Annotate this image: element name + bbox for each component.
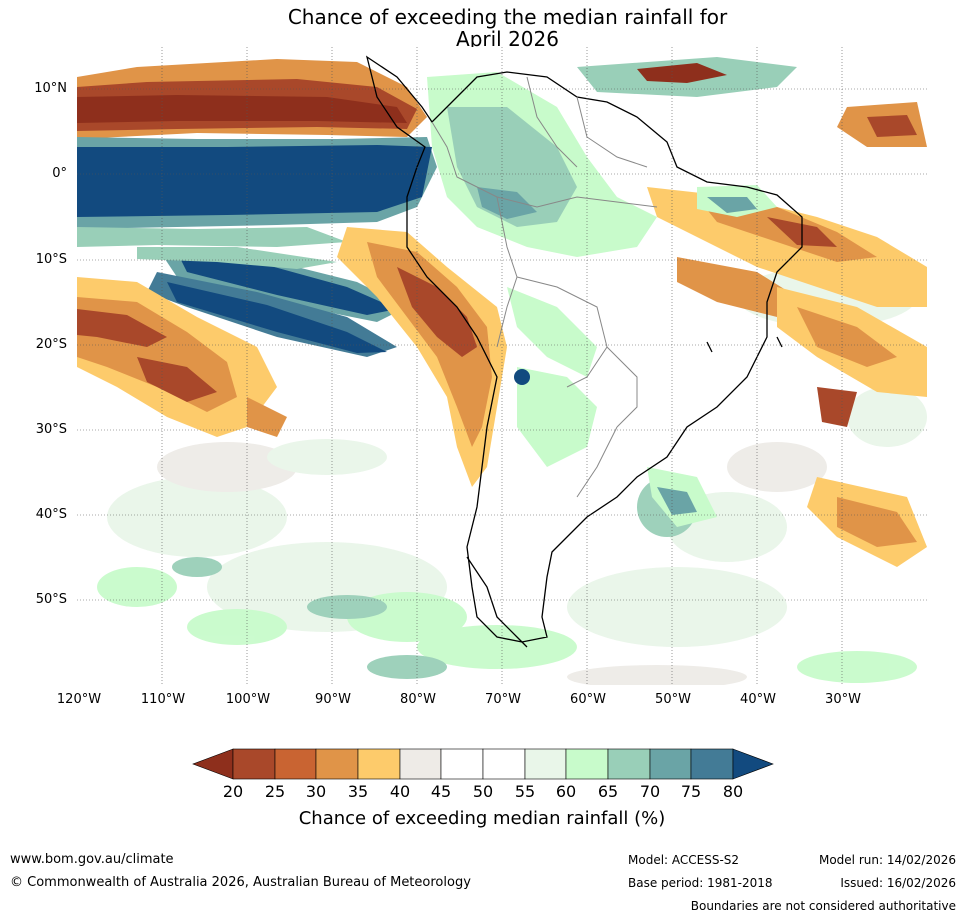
south-america-outline: [365, 55, 803, 648]
lon-label-70w: 70°W: [485, 692, 521, 707]
footer-url[interactable]: www.bom.gov.au/climate: [10, 852, 174, 867]
footer-model: Model: ACCESS-S2: [628, 853, 740, 867]
graticule: [77, 47, 927, 685]
colorbar-tick: 35: [347, 782, 369, 801]
light-probability-patches: [97, 267, 927, 685]
colorbar-tick: 45: [430, 782, 452, 801]
colorbar-bin-40-45: [399, 748, 442, 780]
lat-label-50s: 50°S: [35, 592, 67, 607]
colorbar-bin-35-40: [357, 748, 401, 780]
colorbar-bin-30-35: [315, 748, 359, 780]
colorbar-above-80: [732, 748, 774, 780]
colorbar-tick: 75: [680, 782, 702, 801]
colorbar-tick: 60: [555, 782, 577, 801]
footer-base-period: Base period: 1981-2018: [628, 876, 773, 890]
lat-label-20s: 20°S: [35, 337, 67, 352]
lon-label-80w: 80°W: [400, 692, 436, 707]
lat-label-40s: 40°S: [35, 507, 67, 522]
lat-label-10s: 10°S: [35, 252, 67, 267]
colorbar-tick: 30: [305, 782, 327, 801]
colorbar-tick: 40: [389, 782, 411, 801]
colorbar-tick: 50: [472, 782, 494, 801]
lon-label-50w: 50°W: [655, 692, 691, 707]
rainfall-map: [77, 47, 927, 685]
colorbar-bin-65-70: [607, 748, 651, 780]
footer-model-run: Model run: 14/02/2026: [818, 853, 956, 867]
lat-label-0: 0°: [52, 166, 67, 181]
lon-label-30w: 30°W: [825, 692, 861, 707]
colorbar-tick: 25: [264, 782, 286, 801]
footer-copyright: © Commonwealth of Australia 2026, Austra…: [10, 875, 471, 890]
dry-anomaly-peru-chile: [337, 227, 507, 487]
colorbar-bin-55-60: [524, 748, 567, 780]
colorbar-bin-45-50: [440, 748, 484, 780]
colorbar-tick: 80: [722, 782, 744, 801]
lon-label-40w: 40°W: [740, 692, 776, 707]
country-boundaries: [431, 76, 658, 498]
colorbar-bin-50-55: [482, 748, 526, 780]
lat-label-30s: 30°S: [35, 422, 67, 437]
colorbar-tick: 65: [597, 782, 619, 801]
colorbar-tick: 55: [514, 782, 536, 801]
colorbar-bin-70-75: [649, 748, 692, 780]
footer-disclaimer: Boundaries are not considered authoritat…: [690, 899, 956, 913]
colorbar-bin-60-65: [565, 748, 609, 780]
colorbar-below-20: [192, 748, 234, 780]
lon-label-60w: 60°W: [570, 692, 606, 707]
wet-anomaly-equator: [77, 137, 437, 247]
dry-anomaly-atlantic: [647, 185, 927, 567]
colorbar-tick: 20: [222, 782, 244, 801]
map-title-line-1: Chance of exceeding the median rainfall …: [287, 5, 728, 29]
rainfall-map-canvas: [77, 47, 927, 685]
colorbar-bin-75-80: [690, 748, 734, 780]
colorbar-title: Chance of exceeding median rainfall (%): [298, 808, 666, 829]
colorbar-tick: 70: [639, 782, 661, 801]
lon-label-90w: 90°W: [315, 692, 351, 707]
dry-anomaly-southeast-pacific: [77, 277, 287, 437]
lon-label-120w: 120°W: [56, 692, 102, 707]
lat-label-10n: 10°N: [34, 81, 67, 96]
colorbar-bin-25-30: [274, 748, 317, 780]
lon-label-100w: 100°W: [225, 692, 271, 707]
colorbar-bin-20-25: [232, 748, 276, 780]
lon-label-110w: 110°W: [140, 692, 186, 707]
wet-anomaly-amazon: [427, 72, 657, 467]
footer-issued: Issued: 16/02/2026: [840, 876, 956, 890]
